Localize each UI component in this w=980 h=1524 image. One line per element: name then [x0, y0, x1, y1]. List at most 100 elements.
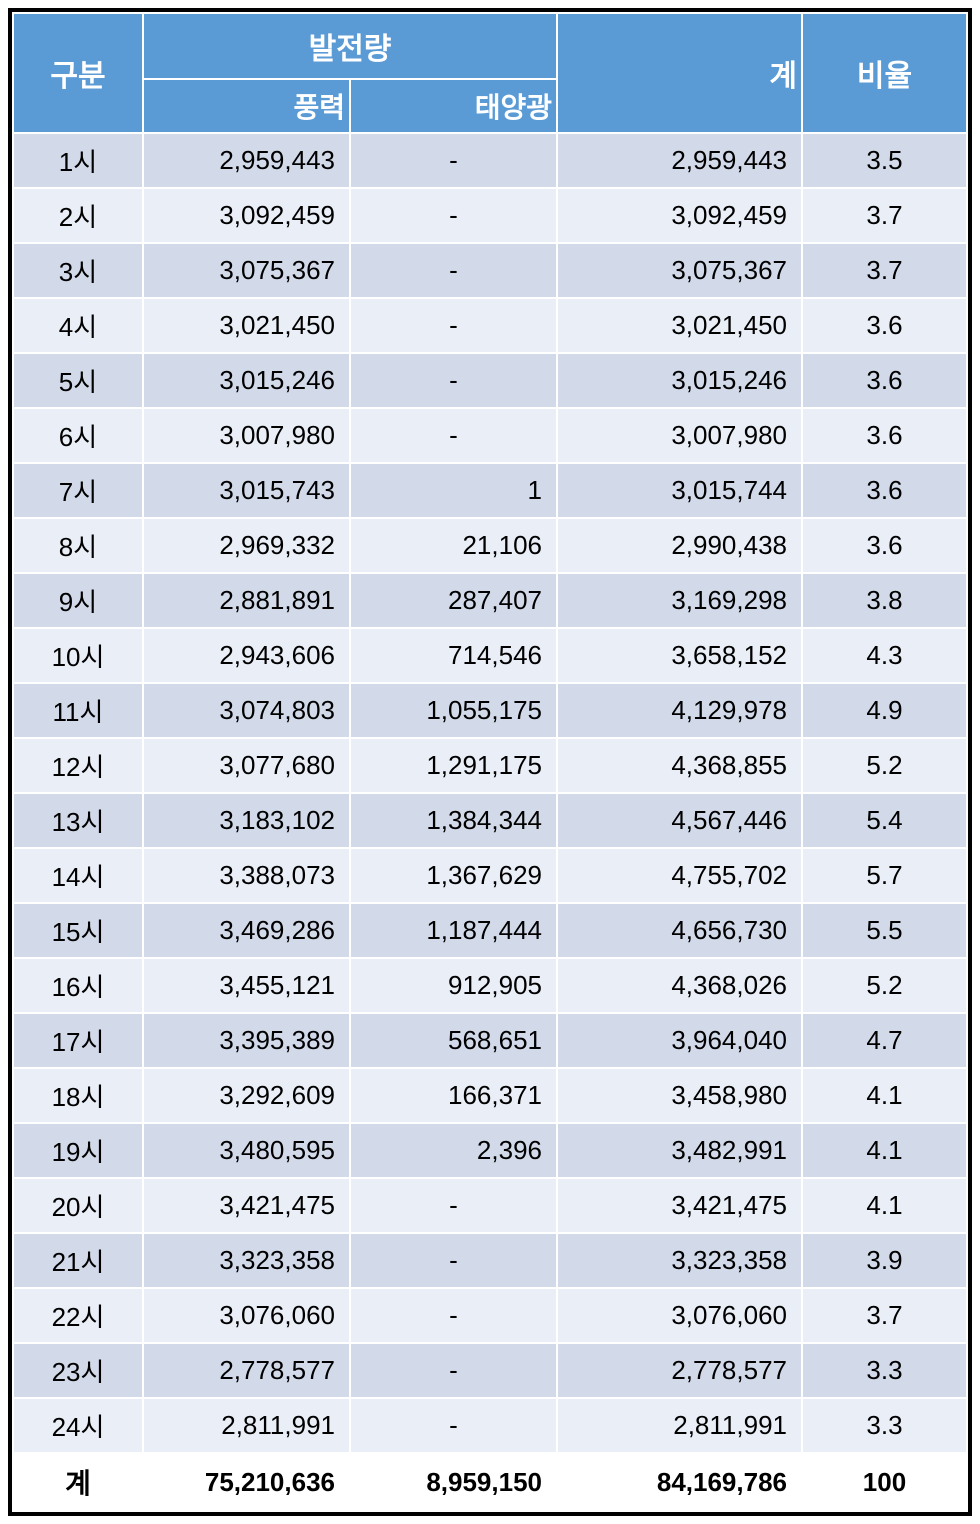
cell-ratio-value: 3.7	[802, 243, 967, 298]
cell-total-value: 3,482,991	[557, 1123, 802, 1178]
cell-total-value: 4,567,446	[557, 793, 802, 848]
cell-hour-label: 6시	[13, 408, 143, 463]
cell-solar-value: -	[350, 298, 557, 353]
cell-solar-value: -	[350, 353, 557, 408]
cell-solar-value: 287,407	[350, 573, 557, 628]
table-row: 18시3,292,609166,3713,458,9804.1	[13, 1068, 967, 1123]
header-total: 계	[557, 13, 802, 133]
cell-total-value: 2,959,443	[557, 133, 802, 188]
cell-hour-label: 19시	[13, 1123, 143, 1178]
cell-hour-label: 15시	[13, 903, 143, 958]
header-generation: 발전량	[143, 13, 557, 79]
cell-wind-value: 2,969,332	[143, 518, 350, 573]
cell-solar-value: 1,187,444	[350, 903, 557, 958]
cell-ratio-value: 5.2	[802, 958, 967, 1013]
cell-wind-value: 2,811,991	[143, 1398, 350, 1453]
table-row: 1시2,959,443-2,959,4433.5	[13, 133, 967, 188]
cell-solar-value: 1,384,344	[350, 793, 557, 848]
power-generation-table-container: 구분 발전량 계 비율 풍력 태양광 1시2,959,443-2,959,443…	[8, 8, 972, 1516]
table-row: 3시3,075,367-3,075,3673.7	[13, 243, 967, 298]
cell-solar-value: 21,106	[350, 518, 557, 573]
table-row: 20시3,421,475-3,421,4754.1	[13, 1178, 967, 1233]
header-category: 구분	[13, 13, 143, 133]
cell-total-value: 2,990,438	[557, 518, 802, 573]
table-row: 4시3,021,450-3,021,4503.6	[13, 298, 967, 353]
cell-solar-value: 1,367,629	[350, 848, 557, 903]
cell-hour-label: 10시	[13, 628, 143, 683]
cell-wind-value: 3,074,803	[143, 683, 350, 738]
table-row: 21시3,323,358-3,323,3583.9	[13, 1233, 967, 1288]
table-row: 16시3,455,121912,9054,368,0265.2	[13, 958, 967, 1013]
cell-solar-value: 1	[350, 463, 557, 518]
cell-hour-label: 9시	[13, 573, 143, 628]
cell-wind-value: 3,075,367	[143, 243, 350, 298]
cell-ratio-value: 3.7	[802, 188, 967, 243]
cell-solar-value: -	[350, 1178, 557, 1233]
header-solar: 태양광	[350, 79, 557, 133]
cell-solar-value: -	[350, 408, 557, 463]
cell-hour-label: 12시	[13, 738, 143, 793]
cell-wind-value: 3,183,102	[143, 793, 350, 848]
cell-hour-label: 20시	[13, 1178, 143, 1233]
cell-hour-label: 3시	[13, 243, 143, 298]
cell-total-value: 4,656,730	[557, 903, 802, 958]
cell-ratio-value: 3.3	[802, 1398, 967, 1453]
cell-hour-label: 16시	[13, 958, 143, 1013]
cell-total-value: 3,015,246	[557, 353, 802, 408]
table-row: 5시3,015,246-3,015,2463.6	[13, 353, 967, 408]
table-row: 13시3,183,1021,384,3444,567,4465.4	[13, 793, 967, 848]
cell-hour-label: 21시	[13, 1233, 143, 1288]
cell-total-value: 3,658,152	[557, 628, 802, 683]
cell-ratio-value: 3.9	[802, 1233, 967, 1288]
cell-solar-value: 912,905	[350, 958, 557, 1013]
power-generation-table: 구분 발전량 계 비율 풍력 태양광 1시2,959,443-2,959,443…	[12, 12, 968, 1512]
cell-total-value: 4,368,026	[557, 958, 802, 1013]
table-row: 10시2,943,606714,5463,658,1524.3	[13, 628, 967, 683]
cell-wind-value: 3,388,073	[143, 848, 350, 903]
cell-wind-value: 3,480,595	[143, 1123, 350, 1178]
cell-solar-value: -	[350, 188, 557, 243]
cell-ratio-value: 4.1	[802, 1068, 967, 1123]
cell-solar-value: 568,651	[350, 1013, 557, 1068]
header-row-1: 구분 발전량 계 비율	[13, 13, 967, 79]
cell-total-value: 3,007,980	[557, 408, 802, 463]
cell-ratio-value: 4.1	[802, 1178, 967, 1233]
cell-hour-label: 4시	[13, 298, 143, 353]
header-ratio: 비율	[802, 13, 967, 133]
cell-solar-value: 1,055,175	[350, 683, 557, 738]
cell-total-value: 3,421,475	[557, 1178, 802, 1233]
cell-hour-label: 11시	[13, 683, 143, 738]
table-total-row: 계75,210,6368,959,15084,169,786100	[13, 1453, 967, 1511]
cell-wind-value: 3,292,609	[143, 1068, 350, 1123]
cell-total-value: 3,323,358	[557, 1233, 802, 1288]
cell-wind-value: 3,323,358	[143, 1233, 350, 1288]
table-row: 8시2,969,33221,1062,990,4383.6	[13, 518, 967, 573]
cell-total-value: 2,811,991	[557, 1398, 802, 1453]
cell-wind-value: 3,395,389	[143, 1013, 350, 1068]
cell-wind-value: 2,881,891	[143, 573, 350, 628]
cell-total-value: 3,092,459	[557, 188, 802, 243]
cell-hour-label: 14시	[13, 848, 143, 903]
cell-hour-label: 7시	[13, 463, 143, 518]
cell-total-ratio: 100	[802, 1453, 967, 1511]
cell-total-value: 3,458,980	[557, 1068, 802, 1123]
cell-total-value: 3,015,744	[557, 463, 802, 518]
cell-total-value: 4,368,855	[557, 738, 802, 793]
cell-hour-label: 17시	[13, 1013, 143, 1068]
cell-ratio-value: 5.7	[802, 848, 967, 903]
table-row: 24시2,811,991-2,811,9913.3	[13, 1398, 967, 1453]
header-wind: 풍력	[143, 79, 350, 133]
cell-solar-value: 166,371	[350, 1068, 557, 1123]
cell-hour-label: 18시	[13, 1068, 143, 1123]
cell-solar-value: -	[350, 1343, 557, 1398]
table-row: 12시3,077,6801,291,1754,368,8555.2	[13, 738, 967, 793]
cell-wind-value: 2,778,577	[143, 1343, 350, 1398]
cell-solar-value: -	[350, 1233, 557, 1288]
cell-wind-value: 3,007,980	[143, 408, 350, 463]
cell-total-solar: 8,959,150	[350, 1453, 557, 1511]
cell-total-value: 2,778,577	[557, 1343, 802, 1398]
cell-wind-value: 2,943,606	[143, 628, 350, 683]
cell-total-value: 3,964,040	[557, 1013, 802, 1068]
cell-total-sum: 84,169,786	[557, 1453, 802, 1511]
cell-wind-value: 2,959,443	[143, 133, 350, 188]
